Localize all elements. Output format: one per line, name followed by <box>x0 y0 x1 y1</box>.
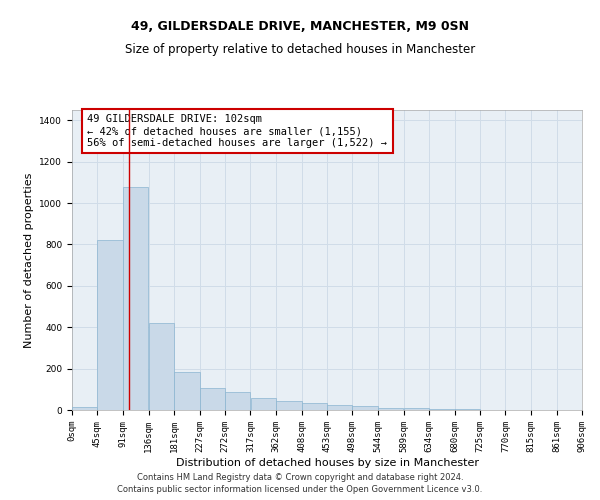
Bar <box>174 372 200 410</box>
Bar <box>72 407 97 410</box>
Bar <box>327 405 352 410</box>
Text: 49, GILDERSDALE DRIVE, MANCHESTER, M9 0SN: 49, GILDERSDALE DRIVE, MANCHESTER, M9 0S… <box>131 20 469 33</box>
X-axis label: Distribution of detached houses by size in Manchester: Distribution of detached houses by size … <box>176 458 479 468</box>
Bar <box>276 400 302 410</box>
Text: Contains public sector information licensed under the Open Government Licence v3: Contains public sector information licen… <box>118 486 482 494</box>
Bar <box>225 392 250 410</box>
Bar <box>200 388 225 410</box>
Text: Contains HM Land Registry data © Crown copyright and database right 2024.: Contains HM Land Registry data © Crown c… <box>137 473 463 482</box>
Bar <box>97 240 123 410</box>
Bar <box>124 186 148 410</box>
Bar <box>404 408 429 410</box>
Bar <box>149 323 174 410</box>
Text: 49 GILDERSDALE DRIVE: 102sqm
← 42% of detached houses are smaller (1,155)
56% of: 49 GILDERSDALE DRIVE: 102sqm ← 42% of de… <box>88 114 388 148</box>
Bar <box>302 403 327 410</box>
Bar <box>352 406 378 410</box>
Bar <box>251 398 275 410</box>
Bar <box>379 408 403 410</box>
Bar <box>429 409 455 410</box>
Y-axis label: Number of detached properties: Number of detached properties <box>24 172 34 348</box>
Text: Size of property relative to detached houses in Manchester: Size of property relative to detached ho… <box>125 42 475 56</box>
